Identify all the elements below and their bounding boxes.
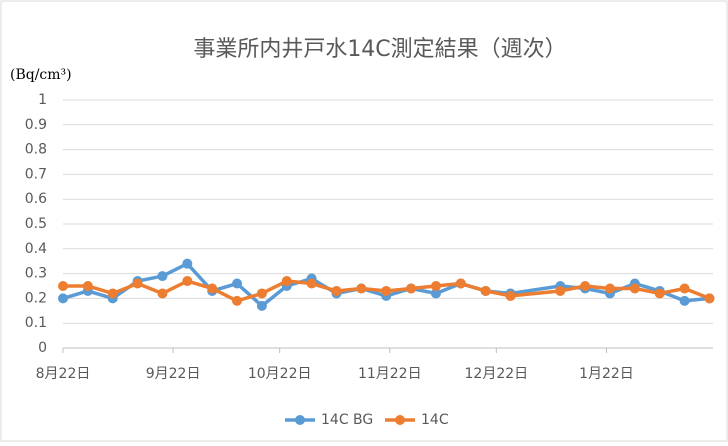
data-point <box>58 281 68 291</box>
x-tick-label: 12月22日 <box>465 366 529 382</box>
y-tick-label: 0.9 <box>25 117 47 133</box>
data-point <box>232 278 243 289</box>
data-point <box>157 271 168 282</box>
data-point <box>455 278 466 289</box>
y-tick-label: 0.8 <box>25 142 47 158</box>
chart-title: 事業所内井戸水14C測定結果（週次） <box>193 37 566 62</box>
x-tick-label: 1月22日 <box>579 366 634 382</box>
data-point <box>580 281 591 291</box>
x-tick-label: 9月22日 <box>146 366 201 382</box>
y-tick-label: 0.7 <box>25 166 47 182</box>
data-point <box>604 283 615 294</box>
data-point <box>679 283 690 294</box>
data-point <box>679 295 690 306</box>
data-point <box>381 285 392 296</box>
data-point <box>505 290 516 301</box>
legend-marker <box>295 415 305 425</box>
data-point <box>58 293 68 304</box>
x-tick-label: 8月22日 <box>36 366 91 382</box>
y-tick-label: 0.2 <box>25 290 47 306</box>
data-point <box>356 283 367 294</box>
data-point <box>256 300 267 311</box>
data-point <box>406 283 417 294</box>
y-tick-label: 0.5 <box>25 216 47 232</box>
y-tick-label: 0.1 <box>25 315 47 331</box>
data-point <box>107 288 118 299</box>
data-point <box>480 285 491 296</box>
legend-label: 14C <box>421 412 449 428</box>
y-tick-label: 0 <box>38 340 47 356</box>
data-point <box>232 295 243 306</box>
y-tick-label: 1 <box>38 92 47 108</box>
data-point <box>182 258 193 269</box>
y-tick-label: 0.4 <box>25 241 47 257</box>
y-tick-label: 0.3 <box>25 266 47 282</box>
x-tick-label: 10月22日 <box>248 366 312 382</box>
data-point <box>555 285 566 296</box>
data-point <box>256 288 267 299</box>
x-tick-label: 11月22日 <box>358 366 422 382</box>
data-point <box>430 288 441 299</box>
data-point <box>157 288 168 299</box>
data-point <box>132 278 143 289</box>
legend-label: 14C BG <box>321 412 373 428</box>
data-point <box>306 278 317 289</box>
data-point <box>654 288 665 299</box>
data-point <box>430 281 441 291</box>
legend-marker <box>395 415 405 425</box>
y-tick-label: 0.6 <box>25 191 47 207</box>
y-axis-label: (Bq/cm³) <box>10 67 72 83</box>
data-point <box>82 281 93 291</box>
data-point <box>629 283 640 294</box>
data-point <box>281 276 292 287</box>
data-point <box>704 293 715 304</box>
data-point <box>331 285 342 296</box>
data-point <box>207 283 218 294</box>
data-point <box>182 276 193 287</box>
